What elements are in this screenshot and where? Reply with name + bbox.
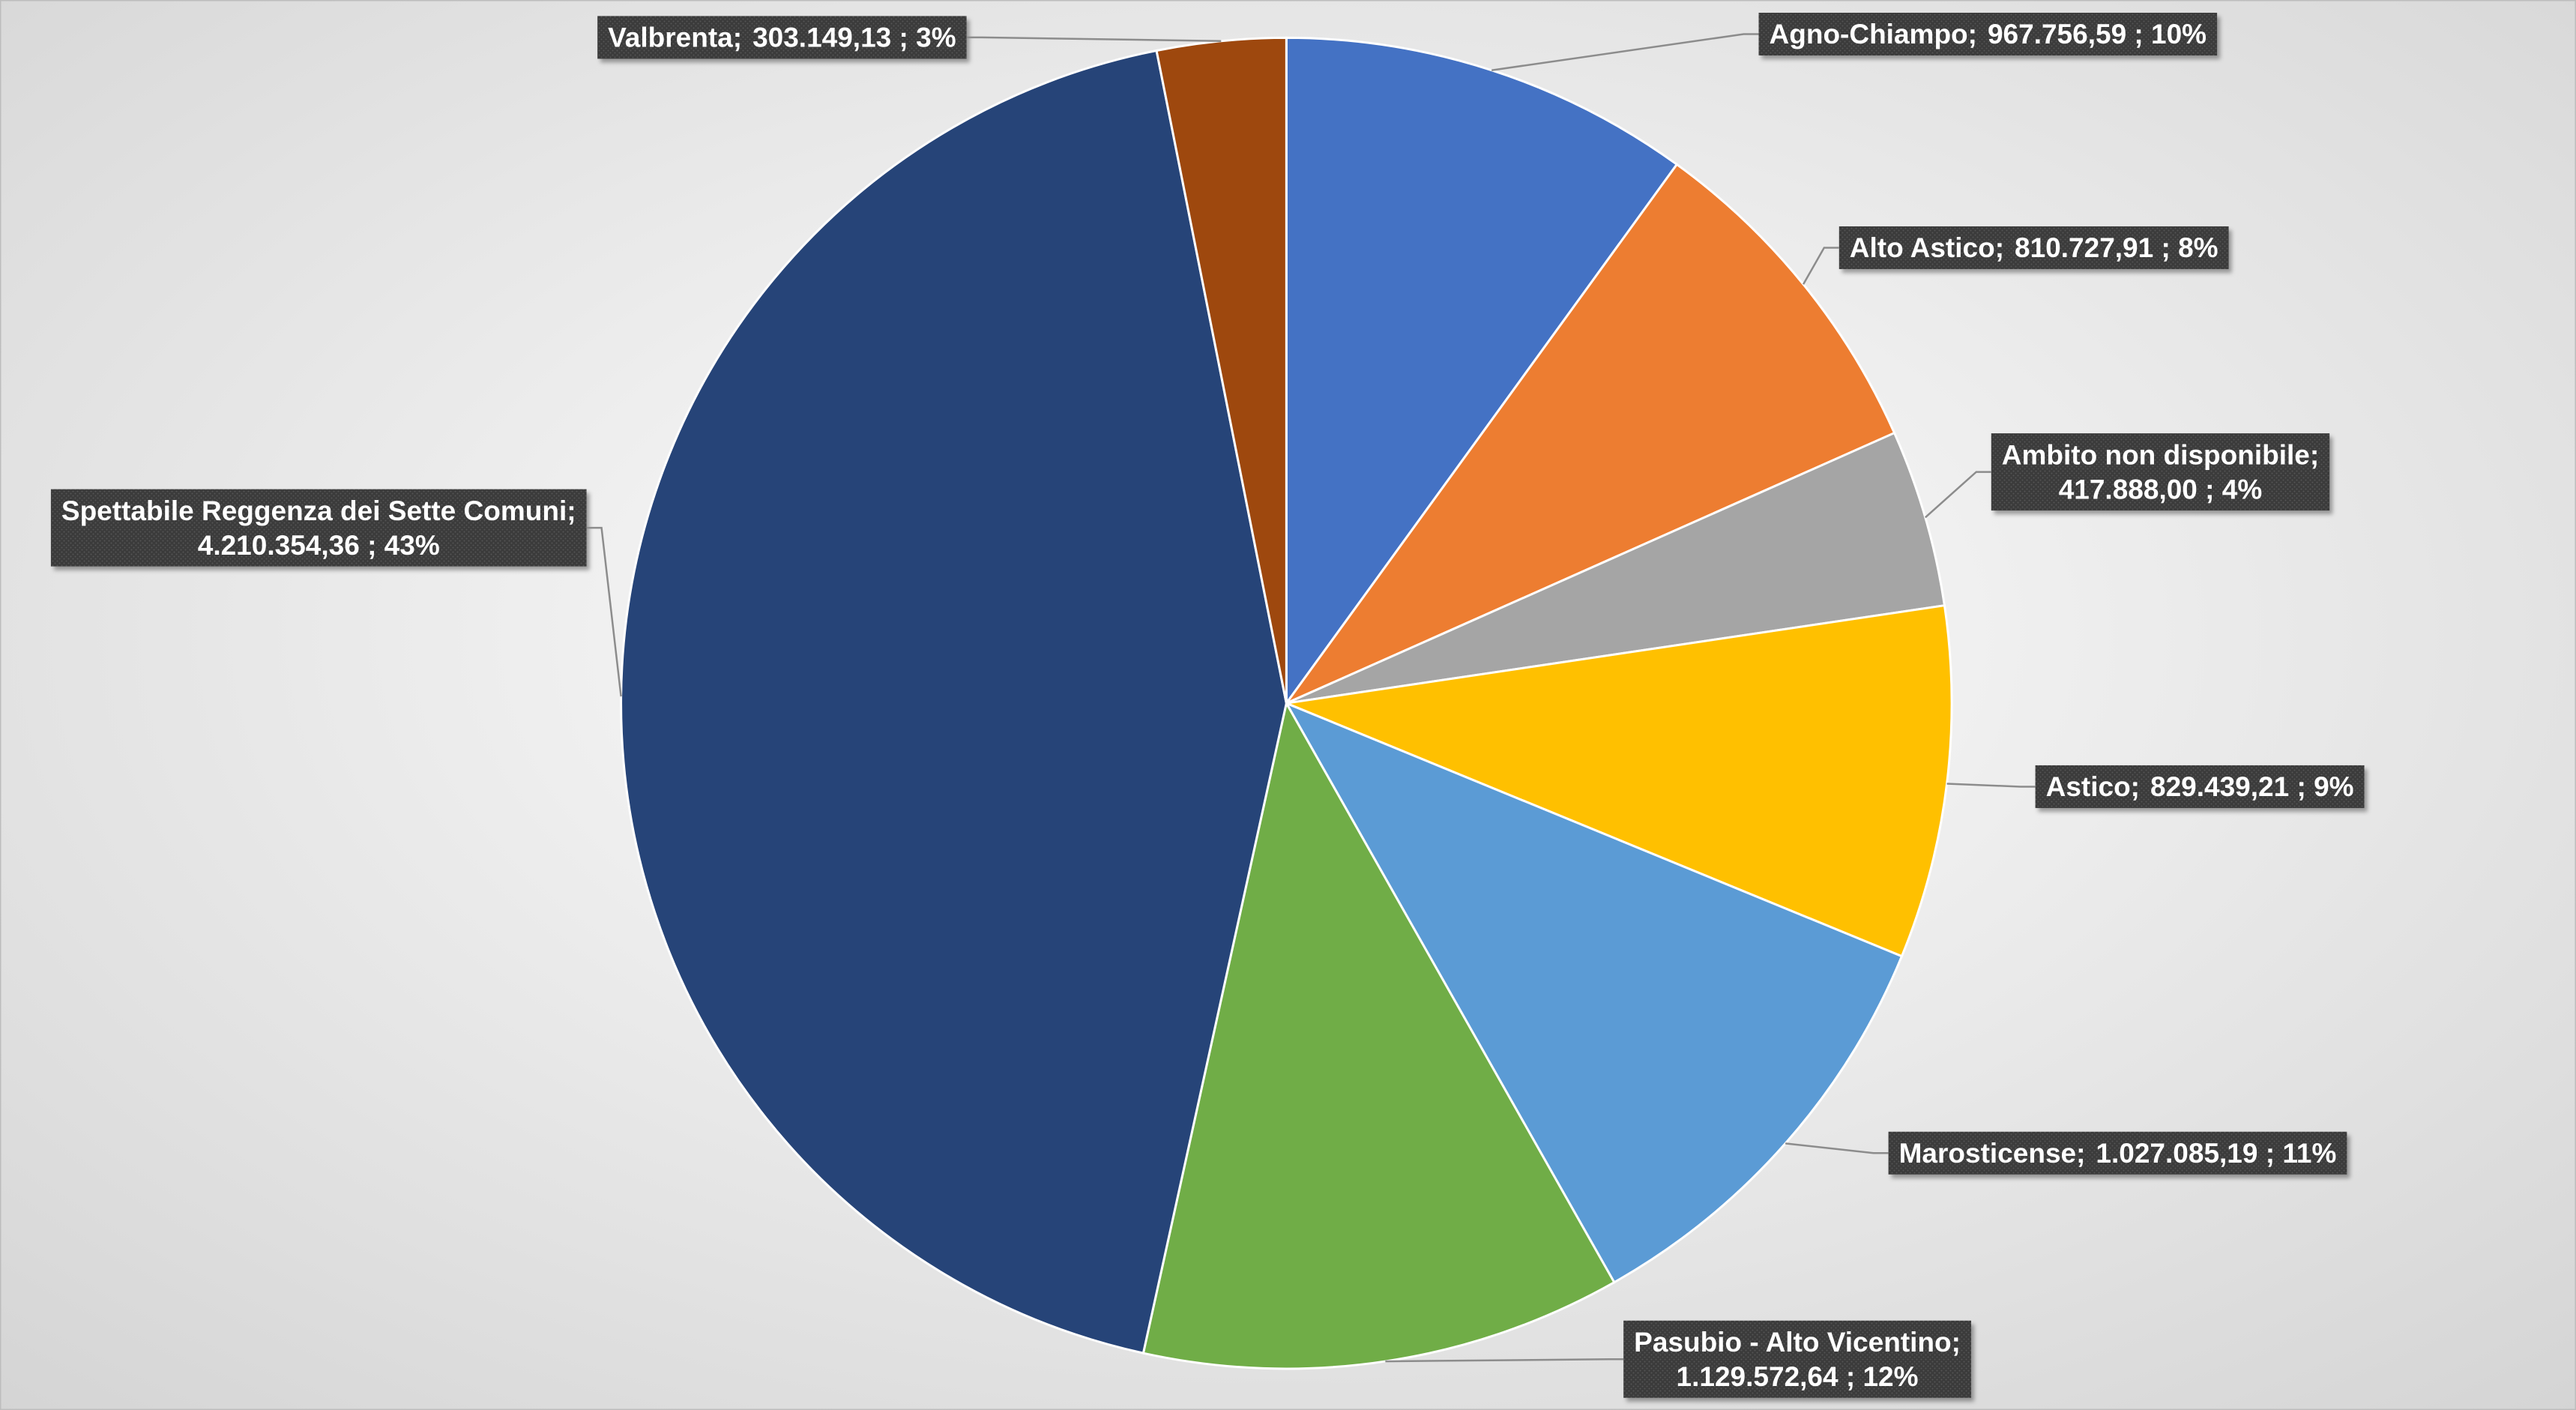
label-value: 417.888,00 ; 4% <box>2059 474 2263 504</box>
label-value: 967.756,59 ; 10% <box>1988 19 2207 49</box>
data-label-text: Marosticense; 1.027.085,19 ; 11% <box>1899 1138 2337 1169</box>
leader-line <box>1491 33 1759 71</box>
leader-line <box>1785 1142 1889 1154</box>
label-category: Agno-Chiampo; <box>1770 19 1977 49</box>
data-label-text: Astico; 829.439,21 ; 9% <box>2046 771 2354 802</box>
data-label: Marosticense; 1.027.085,19 ; 11% <box>1888 1131 2347 1175</box>
data-label: Agno-Chiampo; 967.756,59 ; 10% <box>1758 13 2218 56</box>
pie-slice <box>620 49 1288 1355</box>
data-label-box <box>597 16 967 59</box>
leader-line <box>1802 247 1839 285</box>
label-category: Marosticense; <box>1899 1138 2086 1169</box>
data-label: Pasubio - Alto Vicentino; 1.129.572,64 ; … <box>1623 1320 1971 1398</box>
pie-slice <box>1155 36 1288 704</box>
leader-line <box>1946 783 2036 788</box>
label-value: 810.727,91 ; 8% <box>2015 232 2218 263</box>
label-value: 4.210.354,36 ; 43% <box>198 530 440 561</box>
leader-line <box>1924 471 1991 519</box>
data-label-text: Alto Astico; 810.727,91 ; 8% <box>1850 232 2218 263</box>
data-label: Alto Astico; 810.727,91 ; 8% <box>1839 226 2229 269</box>
label-value: 1.027.085,19 ; 11% <box>2096 1138 2336 1169</box>
data-label-box <box>1888 1131 2347 1175</box>
data-label-text: Valbrenta; 303.149,13 ; 3% <box>608 22 956 52</box>
data-label-text: Agno-Chiampo; 967.756,59 ; 10% <box>1770 19 2207 49</box>
label-category: Valbrenta; <box>608 22 742 52</box>
pie-slice <box>1282 163 1896 706</box>
leader-line <box>1385 1358 1624 1363</box>
data-label-box <box>1991 433 2330 511</box>
data-label-box <box>1839 226 2229 269</box>
data-label-box <box>1758 13 2218 56</box>
label-category: Spettabile Reggenza dei Sette Comuni; <box>61 495 576 526</box>
pie-slice <box>1285 36 1679 707</box>
label-category: Ambito non disponibile; <box>2002 439 2319 470</box>
label-category: Alto Astico; <box>1850 232 2004 263</box>
data-label-text: Spettabile Reggenza dei Sette Comuni; 4.2… <box>61 495 576 561</box>
data-label-box <box>2035 765 2365 808</box>
label-category: Astico; <box>2046 771 2140 802</box>
leader-line <box>586 526 622 697</box>
data-label: Spettabile Reggenza dei Sette Comuni; 4.2… <box>50 489 587 567</box>
data-label-box <box>1623 1320 1971 1398</box>
label-category: Pasubio - Alto Vicentino; <box>1634 1327 1961 1358</box>
data-label-text: Pasubio - Alto Vicentino; 1.129.572,64 ; … <box>1634 1327 1961 1392</box>
label-value: 1.129.572,64 ; 12% <box>1677 1361 1919 1392</box>
data-label: Valbrenta; 303.149,13 ; 3% <box>597 16 967 59</box>
label-value: 303.149,13 ; 3% <box>752 22 956 52</box>
leader-line <box>966 36 1222 42</box>
label-value: 829.439,21 ; 9% <box>2150 771 2354 802</box>
data-label: Astico; 829.439,21 ; 9% <box>2035 765 2365 808</box>
data-label-box <box>50 489 587 567</box>
data-label: Ambito non disponibile; 417.888,00 ; 4% <box>1991 433 2330 511</box>
data-label-text: Ambito non disponibile; 417.888,00 ; 4% <box>2002 439 2319 504</box>
pie-slice <box>1141 700 1616 1370</box>
